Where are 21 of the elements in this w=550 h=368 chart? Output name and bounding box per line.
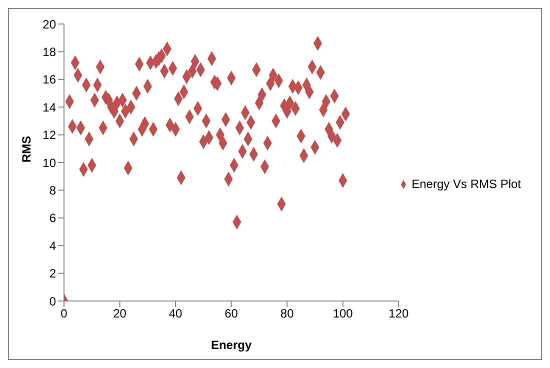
y-tick-label: 20 — [42, 17, 56, 32]
legend-label: Energy Vs RMS Plot — [412, 177, 521, 191]
x-tick-label: 40 — [168, 306, 183, 321]
y-tick-label: 18 — [42, 44, 56, 59]
x-tick-label: 60 — [224, 306, 238, 321]
x-tick-label: 120 — [388, 306, 409, 321]
x-tick-label: 20 — [113, 306, 127, 321]
x-tick-label: 100 — [332, 306, 354, 321]
x-tick-label: 80 — [280, 306, 294, 321]
y-tick-label: 16 — [42, 72, 56, 87]
y-tick-label: 8 — [49, 183, 56, 198]
y-tick-label: 4 — [49, 238, 56, 253]
y-tick-label: 10 — [42, 156, 56, 170]
y-tick-label: 6 — [49, 211, 56, 226]
y-axis-title: RMS — [19, 136, 34, 162]
y-tick-label: 12 — [42, 128, 56, 142]
y-tick-label: 2 — [49, 266, 56, 281]
x-tick-label: 0 — [60, 306, 68, 321]
y-tick-label: 14 — [42, 100, 56, 114]
y-tick-label: 0 — [49, 294, 56, 308]
x-axis-title: Energy — [210, 338, 252, 352]
